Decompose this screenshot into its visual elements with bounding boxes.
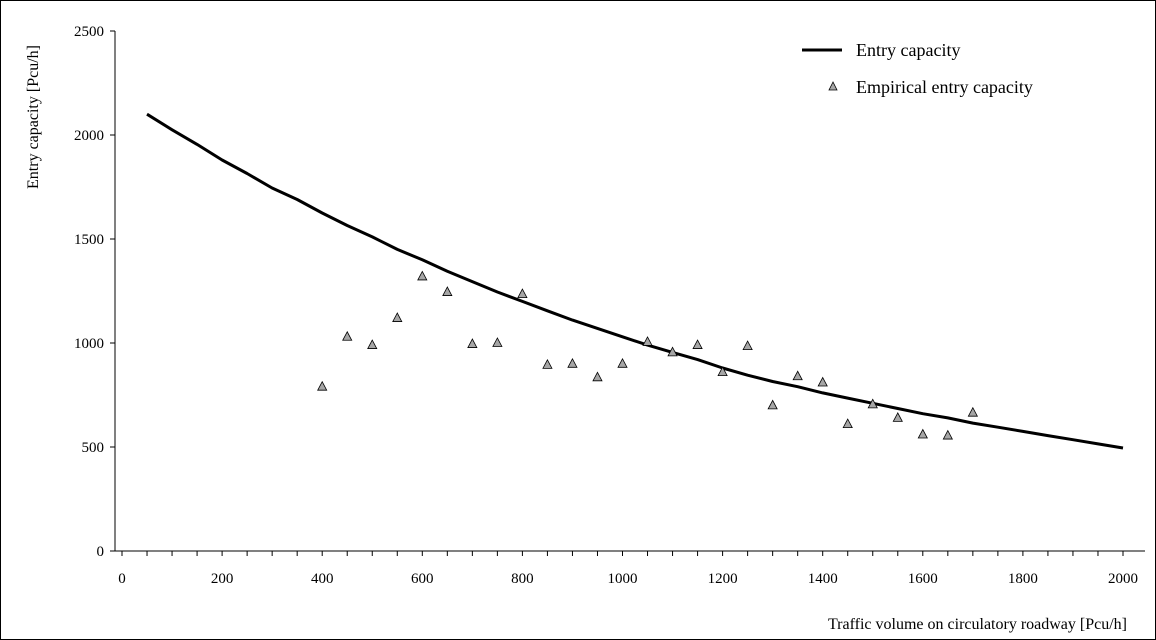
y-tick-label: 1500: [74, 232, 104, 248]
data-point-empirical: [642, 336, 653, 346]
data-point-empirical: [842, 418, 853, 429]
x-tick-label: 1000: [608, 571, 638, 587]
legend: Entry capacity Empirical entry capacity: [802, 40, 1033, 97]
data-point-empirical: [342, 330, 353, 341]
y-axis-ticks: 0 500 1000 1500 2000 2500: [74, 24, 115, 560]
x-tick-label: 1400: [808, 571, 838, 587]
x-tick-label: 200: [211, 571, 234, 587]
data-point-empirical: [517, 288, 528, 299]
data-point-empirical: [917, 428, 928, 439]
data-point-empirical: [767, 399, 778, 410]
data-point-empirical: [617, 357, 628, 368]
x-tick-label: 400: [311, 571, 334, 587]
data-point-empirical: [717, 366, 728, 377]
data-point-empirical: [692, 339, 703, 349]
data-point-empirical: [592, 371, 603, 382]
data-point-empirical: [867, 398, 878, 409]
legend-swatch-empirical: [828, 81, 838, 91]
x-tick-label: 1600: [908, 571, 938, 587]
y-axis-title: Entry capacity [Pcu/h]: [25, 45, 42, 189]
x-tick-label: 1200: [708, 571, 738, 587]
y-tick-label: 500: [82, 440, 105, 456]
data-point-empirical: [942, 429, 953, 440]
x-tick-label: 1800: [1008, 571, 1038, 587]
data-point-empirical: [817, 376, 828, 387]
data-point-empirical: [417, 270, 428, 281]
x-axis-ticks: 0 200 400 600 800 1000 1200 1400 1600 1800 2000: [118, 551, 1138, 587]
y-tick-label: 0: [97, 544, 105, 560]
data-point-empirical: [492, 337, 503, 347]
series-layer: [146, 112, 1124, 450]
data-point-empirical: [392, 312, 403, 322]
data-point-empirical: [467, 338, 478, 348]
x-tick-label: 0: [118, 571, 126, 587]
data-point-empirical: [667, 346, 678, 357]
data-point-empirical: [567, 357, 578, 368]
data-point-empirical: [317, 380, 328, 391]
x-tick-label: 2000: [1108, 571, 1138, 587]
y-tick-label: 2500: [74, 24, 104, 40]
y-tick-label: 2000: [74, 128, 104, 144]
data-point-empirical: [442, 286, 453, 296]
data-point-empirical: [792, 370, 803, 381]
series-line-entry-capacity: [146, 112, 1124, 450]
legend-label-entry-capacity: Entry capacity: [856, 40, 960, 60]
data-point-empirical: [742, 340, 753, 351]
y-tick-label: 1000: [74, 336, 104, 352]
x-tick-label: 600: [411, 571, 434, 587]
x-axis-title: Traffic volume on circulatory roadway [P…: [828, 616, 1127, 633]
x-tick-label: 800: [511, 571, 534, 587]
data-point-empirical: [542, 358, 553, 369]
legend-label-empirical: Empirical entry capacity: [856, 77, 1033, 97]
data-point-empirical: [892, 412, 903, 422]
data-point-empirical: [967, 406, 979, 417]
data-point-empirical: [367, 339, 378, 349]
